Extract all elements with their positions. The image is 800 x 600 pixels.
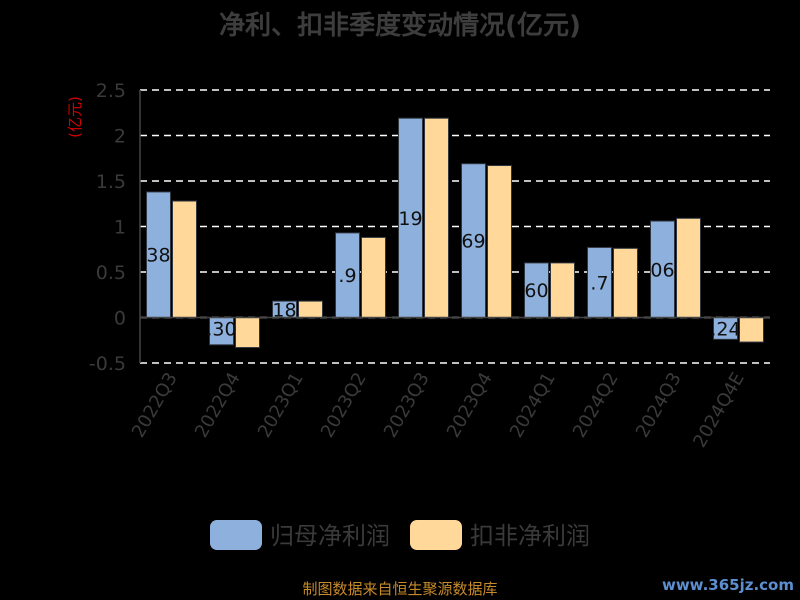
bar-series-2[interactable] (235, 317, 260, 349)
data-label: .7 (590, 272, 608, 294)
y-axis-unit-label: (亿元) (66, 96, 84, 138)
bar-series-2[interactable] (676, 217, 701, 318)
data-labels: 38 .30 18 .9 19 69 60 .7 06 .24 (146, 208, 740, 341)
data-label: .24 (710, 319, 740, 341)
data-label: 60 (524, 280, 548, 302)
legend-swatch-series-2 (410, 520, 462, 550)
bar-series-2[interactable] (613, 247, 638, 318)
bar-series-2[interactable] (739, 317, 764, 343)
bar-series-1[interactable] (524, 262, 549, 318)
legend-item-series-1[interactable]: 归母净利润 (210, 520, 390, 550)
data-label: 38 (146, 245, 170, 267)
legend-label-series-2: 扣非净利润 (470, 522, 590, 550)
x-tick-label: 2023Q4 (443, 369, 497, 441)
x-tick-label: 2023Q1 (254, 369, 308, 441)
axes (139, 90, 770, 363)
bar-series-2[interactable] (361, 236, 386, 318)
data-label: 18 (272, 299, 296, 321)
y-axis-ticks: 2.5 2 1.5 1 0.5 0 -0.5 (89, 80, 126, 375)
x-tick-label: 2023Q3 (380, 369, 434, 441)
chart-title: 净利、扣非季度变动情况(亿元) (219, 10, 581, 41)
bar-series-1[interactable] (650, 220, 675, 318)
watermark: www.365jz.com (662, 576, 794, 594)
x-tick-label: 2022Q4 (191, 369, 245, 441)
x-tick-label: 2022Q3 (128, 369, 182, 441)
y-tick-label: 0 (114, 308, 126, 330)
bar-series-2[interactable] (550, 262, 575, 318)
legend-swatch-series-1 (210, 520, 262, 550)
data-label: 19 (398, 208, 422, 230)
x-tick-label: 2024Q4E (689, 369, 749, 451)
bar-series-1[interactable] (146, 191, 171, 318)
y-tick-label: -0.5 (89, 353, 126, 375)
legend-label-series-1: 归母净利润 (270, 522, 390, 550)
bar-series-2[interactable] (424, 117, 449, 318)
legend[interactable]: 归母净利润 扣非净利润 (210, 520, 590, 550)
bar-series-1[interactable] (398, 117, 423, 318)
bar-series-1[interactable] (209, 317, 234, 346)
x-axis-ticks: 2022Q3 2022Q4 2023Q1 2023Q2 2023Q3 2023Q4 2024… (128, 369, 749, 451)
bar-series-1[interactable] (461, 163, 486, 318)
bars (146, 117, 764, 349)
x-tick-label: 2024Q1 (506, 369, 560, 441)
data-label: 06 (650, 259, 674, 281)
data-label: .9 (338, 265, 356, 287)
source-note: 制图数据来自恒生聚源数据库 (302, 580, 497, 598)
bar-series-2[interactable] (172, 200, 197, 319)
legend-item-series-2[interactable]: 扣非净利润 (410, 520, 590, 550)
y-tick-label: 1.5 (96, 171, 126, 193)
bar-series-2[interactable] (487, 165, 512, 318)
x-tick-label: 2024Q2 (569, 369, 623, 441)
bar-series-1[interactable] (587, 246, 612, 318)
y-tick-label: 2 (114, 126, 126, 148)
y-tick-label: 1 (114, 217, 126, 239)
y-tick-label: 0.5 (96, 262, 126, 284)
x-tick-label: 2023Q2 (317, 369, 371, 441)
data-label: 69 (461, 231, 485, 253)
y-tick-label: 2.5 (96, 80, 126, 102)
bar-series-2[interactable] (298, 300, 323, 318)
x-tick-label: 2024Q3 (632, 369, 686, 441)
data-label: .30 (206, 319, 236, 341)
